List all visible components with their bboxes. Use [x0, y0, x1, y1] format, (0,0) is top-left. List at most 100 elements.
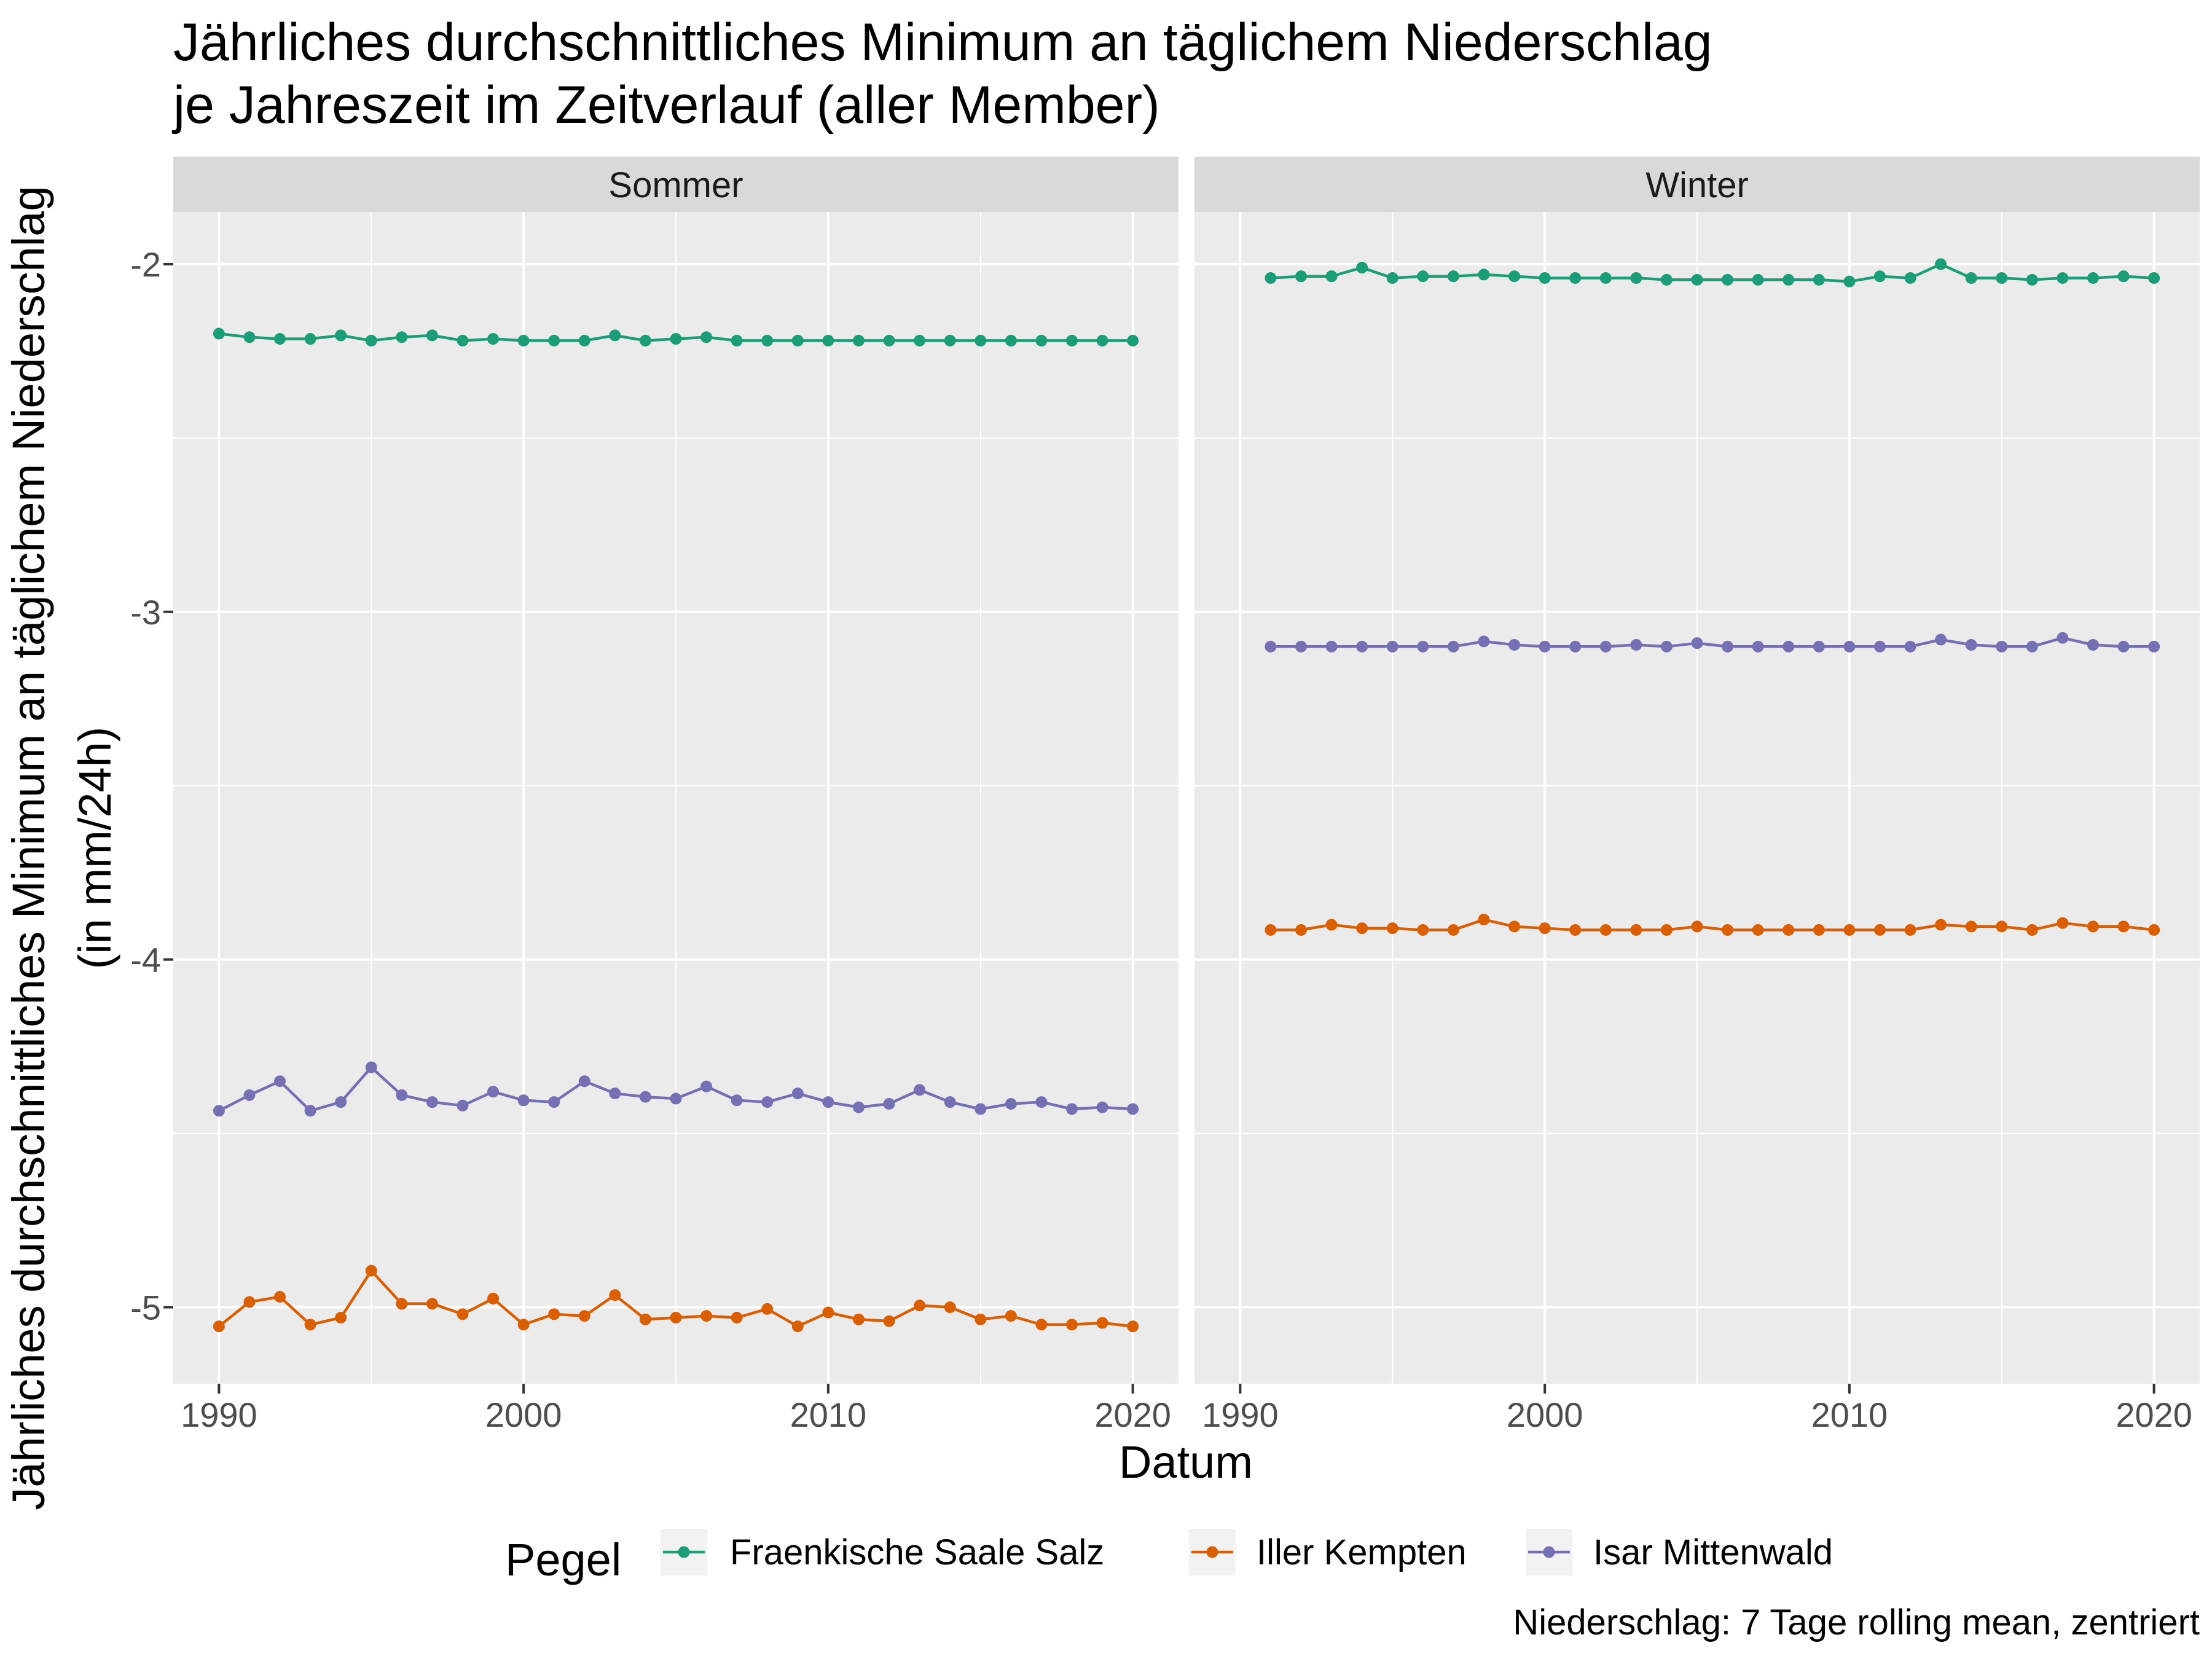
data-point — [1660, 273, 1673, 286]
data-point — [822, 1096, 834, 1108]
data-point — [396, 1089, 408, 1101]
data-point — [1356, 262, 1368, 274]
data-point — [2148, 272, 2160, 284]
data-point — [731, 1094, 743, 1107]
data-point — [1005, 334, 1017, 347]
x-tick-label: 2010 — [1811, 1395, 1888, 1434]
data-point — [1127, 334, 1139, 347]
data-point — [1508, 639, 1521, 651]
data-point — [1691, 637, 1703, 649]
data-point — [1005, 1097, 1017, 1110]
data-point — [1599, 272, 1612, 284]
data-point — [213, 1320, 225, 1333]
data-point — [396, 331, 408, 343]
data-point — [944, 334, 956, 347]
x-tick-label: 2000 — [1507, 1395, 1583, 1434]
data-point — [1630, 272, 1642, 284]
y-tick-label: -2 — [130, 245, 161, 284]
data-point — [1630, 639, 1642, 651]
data-point — [1539, 922, 1551, 935]
y-tick-label: -3 — [130, 593, 161, 632]
data-point — [487, 1086, 500, 1098]
data-point — [335, 1311, 347, 1324]
series-iller-kempten — [213, 1265, 1139, 1333]
data-point — [335, 1096, 347, 1108]
data-point — [457, 334, 469, 347]
data-point — [1813, 273, 1825, 286]
chart-title-line-1: Jährliches durchschnittliches Minimum an… — [173, 13, 1712, 72]
data-point — [1873, 924, 1886, 936]
data-point — [1569, 924, 1582, 936]
data-point — [1813, 640, 1825, 653]
data-point — [670, 1311, 682, 1324]
data-point — [2148, 924, 2160, 936]
data-point — [609, 1087, 621, 1099]
data-point — [1539, 640, 1551, 653]
data-point — [1630, 924, 1642, 936]
data-point — [639, 1091, 651, 1103]
y-axis-title-line-2: (in mm/24h) — [69, 727, 120, 970]
data-point — [2026, 640, 2038, 653]
data-point — [1265, 272, 1277, 284]
data-point — [1783, 640, 1795, 653]
legend-key-point — [678, 1546, 690, 1558]
x-tick-label: 1990 — [181, 1395, 257, 1434]
data-point — [2087, 639, 2099, 651]
data-point — [304, 1319, 316, 1331]
y-axis-title-line-1: Jährliches durchschnittliches Minimum an… — [3, 186, 54, 1510]
data-point — [548, 1308, 560, 1320]
data-point — [1508, 270, 1521, 283]
data-point — [761, 1303, 774, 1315]
data-point — [1965, 272, 1977, 284]
data-point — [426, 329, 438, 342]
chart-title-line-2: je Jahreszeit im Zeitverlauf (aller Memb… — [171, 76, 1160, 135]
y-axis-title: Jährliches durchschnittliches Minimum an… — [3, 186, 120, 1510]
data-point — [1386, 922, 1398, 935]
data-point — [1065, 334, 1078, 347]
data-point — [1722, 273, 1734, 286]
data-point — [1508, 920, 1521, 933]
data-point — [1722, 924, 1734, 936]
panel-sommer: Sommer 1990 2000 2010 2020 — [173, 157, 1179, 1434]
data-point — [914, 1300, 926, 1312]
data-point — [2117, 920, 2130, 933]
data-point — [1783, 924, 1795, 936]
series-isar-mittenwald — [1265, 632, 2160, 653]
data-point — [731, 1311, 743, 1324]
data-point — [517, 1094, 530, 1107]
data-point — [1035, 334, 1048, 347]
data-point — [1325, 640, 1338, 653]
data-point — [1539, 272, 1551, 284]
data-point — [761, 334, 774, 347]
data-point — [1447, 924, 1459, 936]
x-tick-label: 2000 — [485, 1395, 562, 1434]
data-point — [700, 331, 713, 343]
data-point — [2026, 924, 2038, 936]
data-point — [2057, 632, 2069, 644]
data-point — [1752, 640, 1764, 653]
data-point — [1417, 270, 1429, 283]
data-point — [457, 1099, 469, 1112]
data-point — [426, 1298, 438, 1310]
data-point — [1386, 640, 1398, 653]
data-point — [1295, 270, 1308, 283]
data-point — [1065, 1103, 1078, 1115]
data-point — [639, 1313, 651, 1325]
data-point — [1996, 920, 2008, 933]
data-point — [1478, 269, 1490, 281]
data-point — [1447, 270, 1459, 283]
data-point — [1752, 273, 1764, 286]
facet-strip-label: Winter — [1645, 165, 1749, 205]
data-point — [1569, 272, 1582, 284]
data-point — [670, 333, 682, 345]
data-point — [1325, 270, 1338, 283]
data-point — [274, 1291, 286, 1303]
data-point — [1325, 919, 1338, 931]
x-tick-label: 2020 — [2116, 1395, 2192, 1434]
legend: Pegel Fraenkische Saale Salz Iller Kempte… — [505, 1529, 1833, 1585]
data-point — [213, 1105, 225, 1117]
data-point — [1965, 920, 1977, 933]
data-point — [1691, 920, 1703, 933]
data-point — [1265, 640, 1277, 653]
data-point — [791, 1320, 804, 1333]
